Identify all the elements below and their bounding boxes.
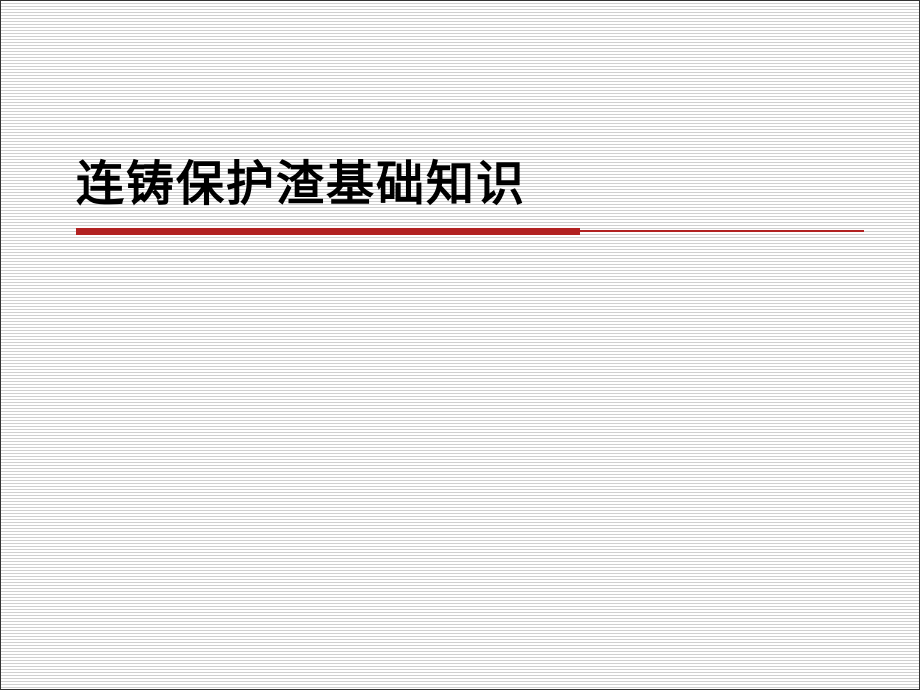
- thin-underline: [76, 230, 864, 232]
- slide-container: 连铸保护渣基础知识: [1, 1, 919, 689]
- slide-title: 连铸保护渣基础知识: [76, 156, 864, 222]
- title-area: 连铸保护渣基础知识: [76, 156, 864, 235]
- title-underline: [76, 228, 864, 235]
